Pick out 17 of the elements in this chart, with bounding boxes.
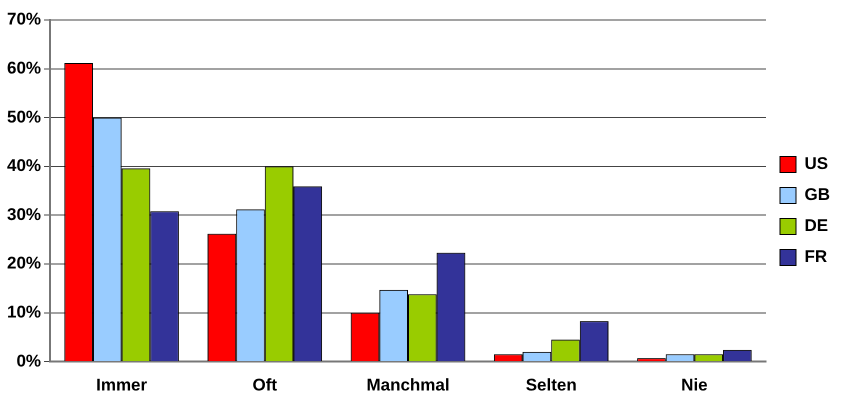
legend-label: DE [804,216,828,236]
x-tick-label: Nie [681,375,708,394]
y-tick-label: 40% [6,156,42,176]
legend-label: FR [804,247,828,266]
x-tick-label: Selten [526,375,577,394]
y-tick-label: 50% [6,107,42,126]
y-tick-label: 0% [16,351,42,370]
x-tick-label: Oft [252,375,278,394]
x-tick-label: Manchmal [366,375,450,394]
legend-label: GB [804,185,830,204]
y-tick-label: 20% [6,254,42,273]
y-tick-label: 70% [6,10,42,29]
y-tick-label: 60% [6,58,42,78]
y-tick-label: 10% [6,302,42,322]
legend-label: US [804,154,828,174]
y-tick-label: 30% [6,204,42,224]
x-tick-label: Immer [96,375,148,394]
